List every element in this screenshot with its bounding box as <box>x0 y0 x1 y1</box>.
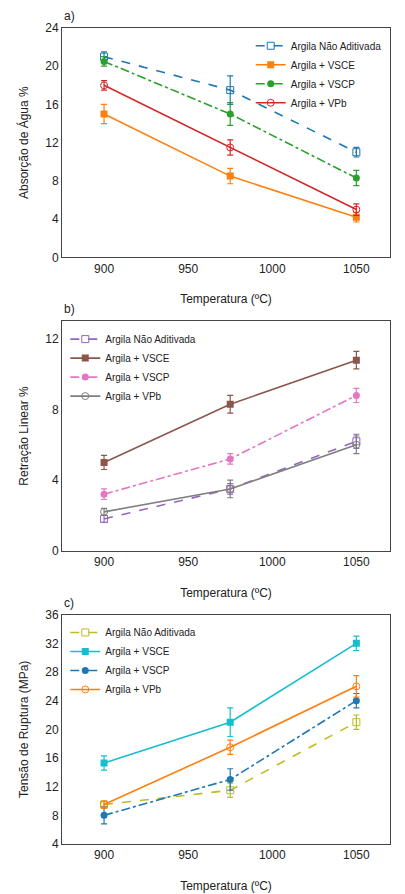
svg-text:4: 4 <box>52 473 59 487</box>
svg-text:20: 20 <box>45 723 59 737</box>
svg-text:8: 8 <box>52 809 59 823</box>
svg-text:1000: 1000 <box>259 262 286 276</box>
svg-text:1000: 1000 <box>259 848 286 862</box>
svg-text:0: 0 <box>52 544 59 558</box>
svg-text:Retração Linear %: Retração Linear % <box>17 386 31 486</box>
svg-text:20: 20 <box>45 59 59 73</box>
svg-text:900: 900 <box>94 555 114 569</box>
svg-text:b): b) <box>64 302 75 316</box>
svg-text:Argila Não Aditivada: Argila Não Aditivada <box>105 334 195 345</box>
svg-text:12: 12 <box>45 332 59 346</box>
svg-text:Temperatura (ºC): Temperatura (ºC) <box>180 879 272 893</box>
svg-text:36: 36 <box>45 608 59 622</box>
svg-text:950: 950 <box>178 555 198 569</box>
svg-text:Argila + VSCP: Argila + VSCP <box>105 665 170 676</box>
svg-text:1050: 1050 <box>343 262 370 276</box>
svg-text:24: 24 <box>45 694 59 708</box>
svg-text:Argila + VSCP: Argila + VSCP <box>291 79 356 90</box>
svg-text:c): c) <box>64 596 74 610</box>
svg-text:16: 16 <box>45 751 59 765</box>
svg-text:24: 24 <box>45 21 59 35</box>
svg-text:1050: 1050 <box>343 848 370 862</box>
svg-text:Temperatura (ºC): Temperatura (ºC) <box>180 586 272 600</box>
svg-text:Argila + VSCE: Argila + VSCE <box>105 353 170 364</box>
svg-text:Argila Não Aditivada: Argila Não Aditivada <box>291 41 381 52</box>
svg-text:8: 8 <box>52 174 59 188</box>
svg-text:Absorção de Água %: Absorção de Água % <box>16 86 31 199</box>
svg-text:Temperatura (ºC): Temperatura (ºC) <box>180 292 272 306</box>
svg-text:Argila + VSCE: Argila + VSCE <box>105 646 170 657</box>
svg-text:16: 16 <box>45 98 59 112</box>
svg-text:900: 900 <box>94 262 114 276</box>
svg-text:0: 0 <box>52 251 59 265</box>
svg-text:Argila Não Aditivada: Argila Não Aditivada <box>105 627 195 638</box>
svg-text:12: 12 <box>45 136 59 150</box>
svg-text:a): a) <box>64 9 75 23</box>
svg-text:28: 28 <box>45 665 59 679</box>
svg-text:1050: 1050 <box>343 555 370 569</box>
svg-text:900: 900 <box>94 848 114 862</box>
svg-text:Argila + VSCP: Argila + VSCP <box>105 372 170 383</box>
svg-text:32: 32 <box>45 637 59 651</box>
svg-text:Argila + VPb: Argila + VPb <box>105 391 161 402</box>
svg-text:Tensão de Ruptura (MPa): Tensão de Ruptura (MPa) <box>17 661 31 798</box>
svg-text:Argila + VSCE: Argila + VSCE <box>291 60 356 71</box>
svg-text:950: 950 <box>178 262 198 276</box>
svg-text:1000: 1000 <box>259 555 286 569</box>
svg-text:Argila + VPb: Argila + VPb <box>291 98 347 109</box>
svg-text:4: 4 <box>52 837 59 851</box>
svg-text:4: 4 <box>52 212 59 226</box>
svg-text:8: 8 <box>52 403 59 417</box>
svg-text:12: 12 <box>45 780 59 794</box>
svg-text:950: 950 <box>178 848 198 862</box>
svg-text:Argila + VPb: Argila + VPb <box>105 684 161 695</box>
